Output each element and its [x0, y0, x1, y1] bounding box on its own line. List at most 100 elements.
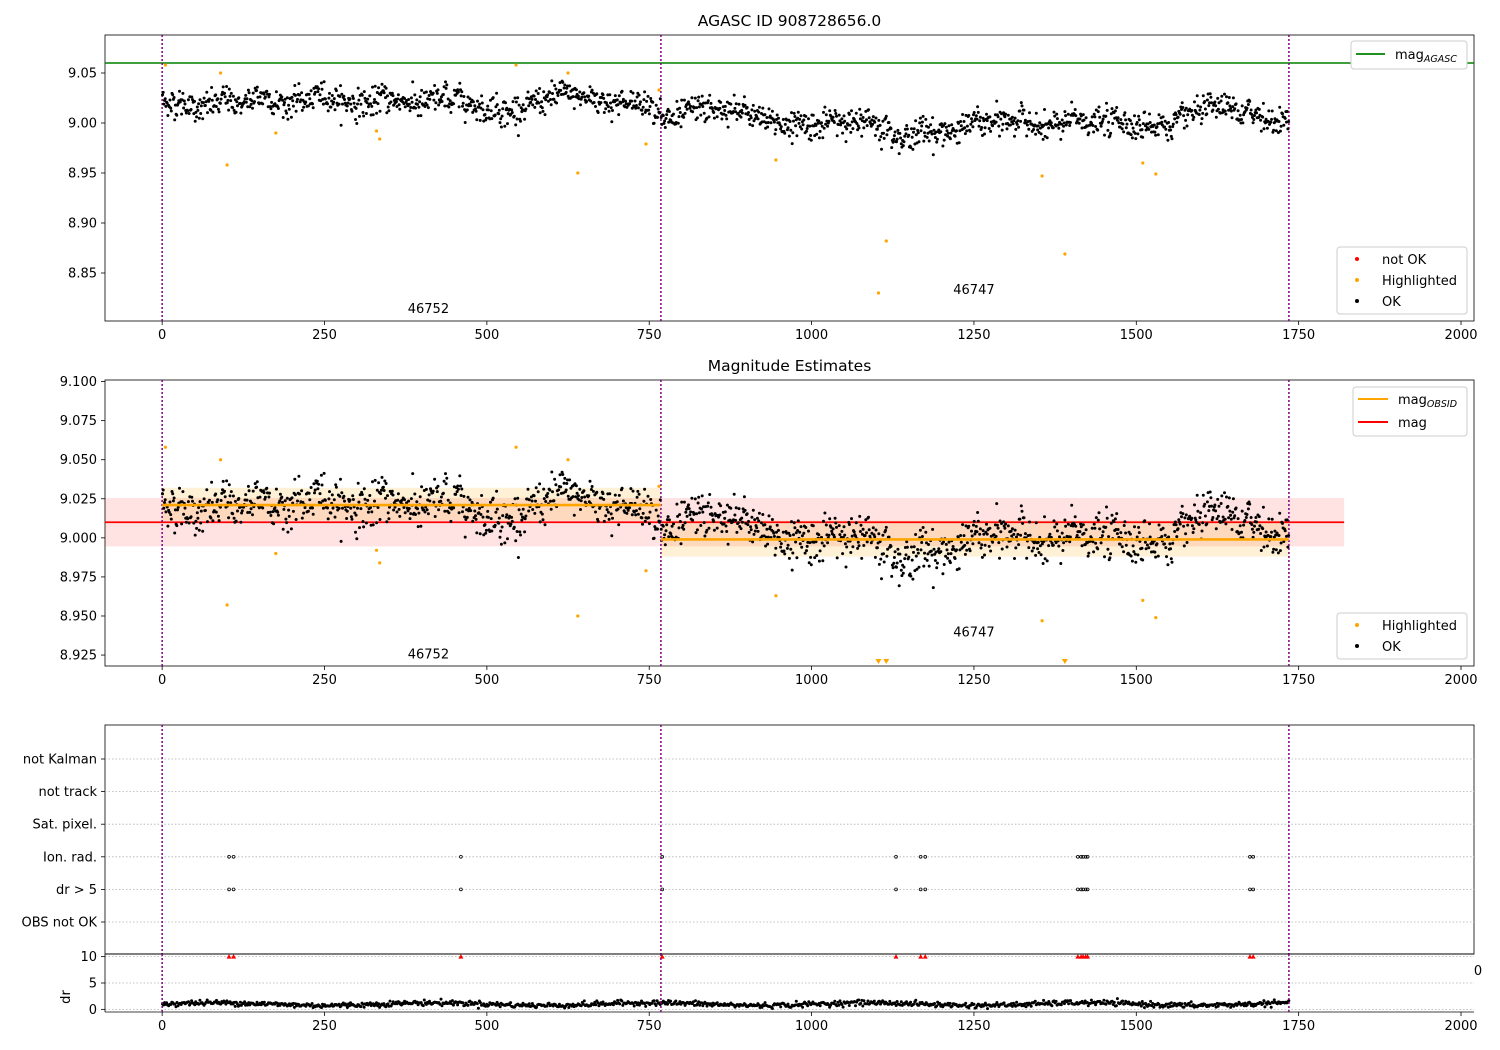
ok-point — [746, 523, 750, 527]
ok-point — [631, 91, 635, 95]
ok-point — [998, 556, 1001, 560]
ok-point — [237, 497, 241, 500]
ok-point — [311, 506, 314, 510]
ok-point — [976, 511, 980, 514]
ok-point — [775, 523, 779, 527]
dr-point — [895, 1000, 899, 1003]
ok-point — [1092, 112, 1096, 116]
ok-point — [1148, 522, 1151, 526]
ok-point — [835, 525, 838, 529]
ok-point — [281, 116, 285, 119]
ok-point — [646, 494, 650, 498]
ok-point — [723, 510, 727, 514]
ok-point — [676, 514, 680, 518]
y-tick-label: 9.05 — [68, 67, 97, 82]
ok-point — [946, 552, 950, 556]
ok-point — [1226, 504, 1230, 508]
ok-point — [444, 80, 447, 84]
ok-point — [1001, 122, 1005, 126]
ok-point — [774, 546, 778, 550]
ok-point — [871, 115, 875, 119]
ok-point — [1099, 124, 1103, 128]
ok-point — [1196, 509, 1200, 513]
ok-point — [463, 535, 467, 539]
ok-point — [228, 94, 232, 98]
ok-point — [542, 90, 546, 94]
ok-point — [269, 107, 273, 111]
ok-point — [798, 125, 802, 129]
ok-point — [696, 501, 700, 505]
dr-point — [888, 999, 892, 1003]
ok-point — [697, 105, 701, 109]
ok-point — [798, 117, 802, 121]
ok-point — [592, 101, 596, 104]
ok-point — [1167, 535, 1171, 539]
ok-point — [526, 90, 530, 94]
ok-point — [1078, 117, 1082, 121]
ok-point — [1025, 556, 1029, 560]
ok-point — [608, 93, 612, 97]
ok-point — [865, 531, 868, 535]
dr-point — [1089, 998, 1093, 1002]
ok-point — [1020, 509, 1024, 513]
ok-point — [538, 482, 542, 486]
ok-point — [262, 491, 266, 495]
ok-point — [1264, 117, 1268, 121]
ok-point — [289, 115, 293, 119]
ok-point — [949, 552, 953, 556]
ok-point — [1169, 557, 1173, 561]
ok-point — [505, 106, 509, 110]
ok-point — [480, 494, 484, 497]
ok-point — [790, 520, 793, 524]
ok-point — [858, 107, 862, 111]
ok-point — [363, 497, 367, 501]
y-tick-label: 0 — [89, 1003, 97, 1018]
ok-point — [465, 108, 469, 112]
ok-point — [186, 500, 190, 504]
ok-point — [300, 516, 304, 520]
ok-point — [803, 551, 807, 555]
ok-point — [523, 117, 527, 121]
ok-point — [1113, 517, 1117, 521]
ok-point — [952, 547, 956, 551]
ok-point — [456, 484, 460, 488]
ok-point — [375, 111, 379, 115]
ok-point — [498, 535, 502, 539]
ok-point — [685, 514, 689, 518]
ok-point — [1208, 92, 1212, 96]
ok-point — [802, 531, 806, 535]
ok-point — [851, 127, 855, 131]
ok-point — [690, 496, 694, 500]
dr-point — [857, 998, 861, 1002]
ok-point — [732, 492, 736, 496]
ok-point — [182, 512, 186, 516]
ok-point — [297, 474, 301, 478]
ok-point — [238, 101, 242, 105]
x-tick-label: 2000 — [1444, 328, 1477, 343]
ok-point — [199, 521, 203, 525]
ok-point — [510, 111, 514, 114]
ok-point — [1197, 113, 1201, 116]
ok-point — [910, 127, 913, 131]
ok-point — [583, 95, 587, 99]
ok-point — [354, 118, 357, 121]
ok-point — [643, 110, 647, 114]
ok-point — [892, 137, 896, 141]
ok-point — [955, 129, 958, 133]
ok-point — [1242, 523, 1246, 527]
ok-point — [561, 473, 565, 476]
ok-point — [658, 498, 662, 502]
ok-point — [549, 499, 552, 503]
ok-point — [169, 109, 173, 113]
ok-point — [634, 104, 638, 107]
ok-point — [466, 95, 470, 99]
ok-point — [1010, 534, 1014, 538]
ok-point — [685, 507, 688, 511]
ok-point — [289, 527, 293, 531]
ok-point — [680, 500, 684, 504]
ok-point — [854, 111, 858, 115]
ok-point — [497, 108, 501, 112]
ok-point — [491, 96, 495, 100]
ok-point — [510, 515, 514, 519]
ok-point — [656, 107, 660, 111]
